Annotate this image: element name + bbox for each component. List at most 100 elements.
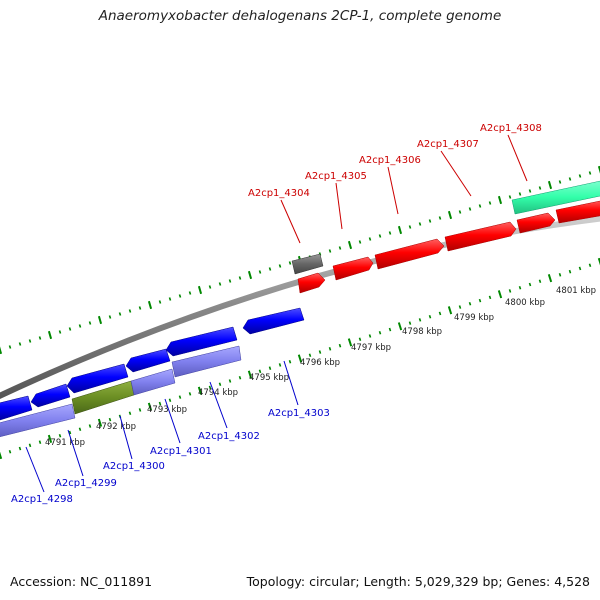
forward-label-leaders [280, 134, 528, 244]
scale-tick [268, 366, 272, 370]
scale-tick [508, 195, 512, 199]
kbp-label: 4794 kbp [198, 388, 238, 398]
scale-tick [108, 315, 112, 319]
scale-tick [188, 291, 192, 295]
lavender-feature[interactable] [171, 345, 242, 378]
gene-arrow[interactable] [332, 256, 374, 281]
gene-label[interactable]: A2cp1_4299 [55, 478, 117, 489]
scale-tick [468, 207, 472, 211]
scale-tick [478, 204, 482, 208]
scale-tick [47, 330, 53, 340]
scale-tick [597, 257, 600, 266]
gene-arrow[interactable] [555, 200, 600, 224]
kbp-label: 4792 kbp [96, 422, 136, 432]
scale-tick [278, 264, 282, 268]
scale-tick [578, 266, 582, 271]
scale-tick [388, 327, 392, 332]
lavender-feature[interactable] [130, 368, 176, 396]
scale-tick [68, 430, 72, 435]
scale-tick [328, 249, 332, 253]
gene-arrow[interactable] [0, 395, 33, 421]
scale-tick [578, 174, 582, 178]
scale-tick [478, 298, 482, 303]
teal-feature[interactable] [511, 180, 600, 215]
scale-tick [147, 402, 153, 411]
gene-label[interactable]: A2cp1_4305 [305, 171, 367, 182]
gene-arrow[interactable] [66, 363, 129, 394]
scale-tick [397, 225, 403, 235]
outer-tick-track [0, 165, 600, 355]
scale-tick [78, 324, 82, 328]
scale-tick [238, 376, 242, 380]
scale-tick [447, 210, 453, 220]
gene-arrow[interactable] [125, 348, 171, 373]
genome-summary-text: Topology: circular; Length: 5,029,329 bp… [246, 574, 590, 589]
scale-tick [197, 285, 203, 295]
gene-arrow[interactable] [516, 212, 556, 234]
gene-label[interactable]: A2cp1_4306 [359, 155, 421, 166]
gene-label[interactable]: A2cp1_4302 [198, 431, 260, 442]
reverse-gene-track [0, 307, 305, 421]
scale-tick [18, 446, 22, 451]
scale-tick [158, 300, 162, 304]
scale-tick [338, 343, 342, 348]
scale-tick [588, 171, 592, 175]
gene-arrow[interactable] [444, 221, 517, 252]
scale-tick [358, 337, 362, 341]
scale-tick [108, 417, 112, 422]
scale-tick [288, 359, 292, 364]
accession-text: Accession: NC_011891 [10, 574, 153, 589]
scale-tick [558, 180, 562, 184]
gene-label[interactable]: A2cp1_4303 [268, 408, 330, 419]
scale-tick [238, 276, 242, 280]
scale-tick [538, 186, 542, 190]
gene-arrow[interactable] [165, 326, 238, 357]
scale-tick [488, 295, 492, 300]
lavender-feature[interactable] [0, 403, 76, 438]
gene-arrow[interactable] [374, 238, 445, 270]
gene-arrow[interactable] [242, 307, 305, 335]
scale-tick [538, 279, 542, 284]
scale-tick [97, 418, 103, 427]
scale-tick [247, 270, 253, 280]
scale-tick [488, 201, 492, 205]
gene-label[interactable]: A2cp1_4304 [248, 188, 310, 199]
scale-tick [8, 450, 12, 454]
scale-tick [97, 315, 103, 325]
gene-label[interactable]: A2cp1_4307 [417, 139, 479, 150]
scale-tick [128, 411, 132, 415]
scale-tick [428, 219, 432, 223]
kbp-label: 4795 kbp [249, 373, 289, 383]
kbp-label: 4798 kbp [402, 327, 442, 337]
gene-arrow[interactable] [297, 272, 326, 294]
scale-tick [28, 443, 32, 448]
scale-tick [0, 346, 3, 355]
kbp-label: 4799 kbp [454, 313, 494, 323]
scale-tick [568, 177, 572, 181]
scale-tick [547, 273, 553, 283]
scale-tick [518, 192, 522, 196]
kbp-label: 4800 kbp [505, 298, 545, 308]
gene-label[interactable]: A2cp1_4298 [11, 494, 73, 505]
scale-tick [258, 369, 262, 374]
scale-tick [168, 297, 172, 301]
scale-tick [258, 270, 262, 274]
scale-tick [368, 334, 372, 338]
scale-tick [308, 353, 312, 358]
gene-label[interactable]: A2cp1_4300 [103, 461, 165, 472]
scale-tick [368, 237, 372, 241]
scale-tick [558, 273, 562, 277]
gray-feature[interactable] [291, 253, 324, 275]
scale-tick [547, 180, 553, 190]
kbp-label: 4801 kbp [556, 286, 596, 296]
gene-label[interactable]: A2cp1_4308 [480, 123, 542, 134]
scale-tick [18, 342, 22, 346]
gene-arrow[interactable] [30, 383, 71, 408]
scale-tick [378, 234, 382, 238]
scale-tick [128, 309, 132, 313]
kbp-scale: 4791 kbp 4792 kbp 4793 kbp 4794 kbp 4795… [45, 286, 596, 448]
gene-label[interactable]: A2cp1_4301 [150, 446, 212, 457]
scale-tick [347, 240, 353, 250]
scale-tick [418, 222, 422, 226]
